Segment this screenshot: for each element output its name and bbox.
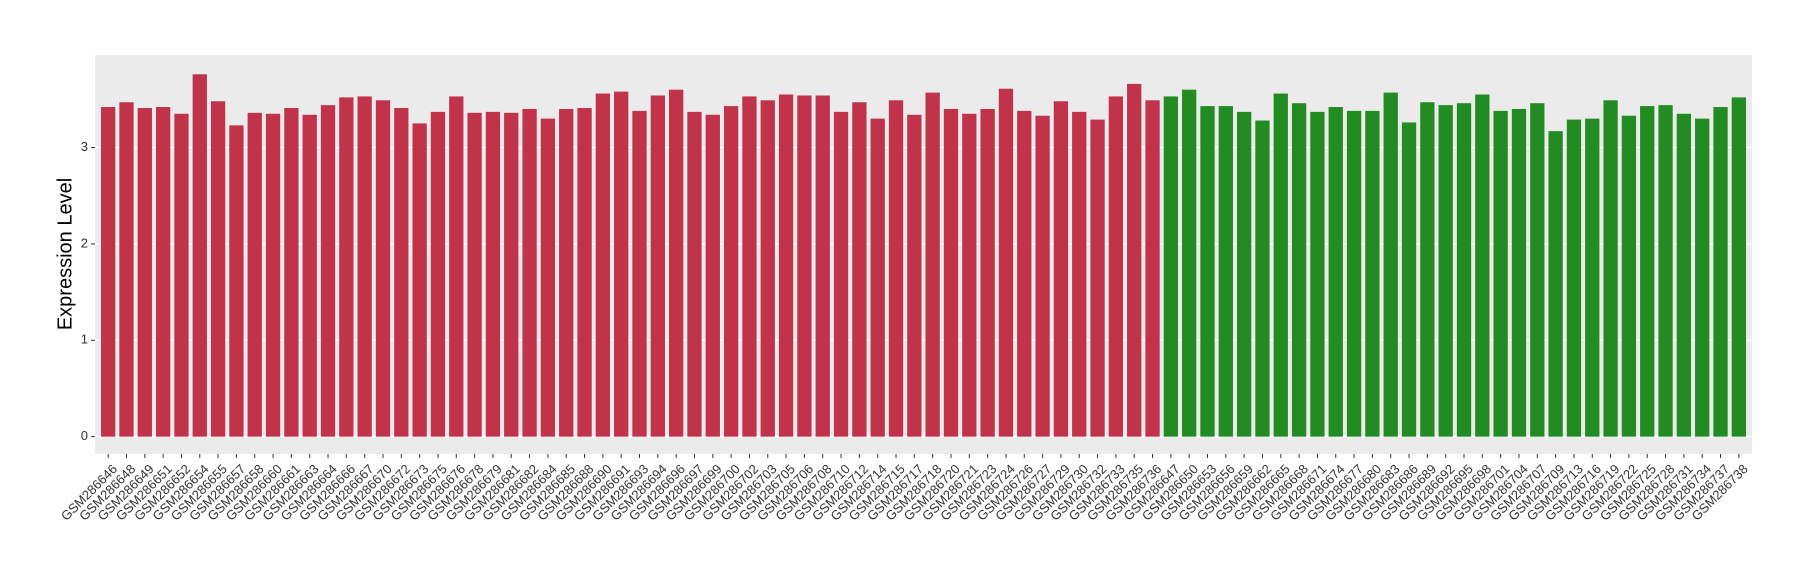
bar [101,107,116,437]
bar [485,111,501,437]
bar [1035,115,1050,437]
bar [1566,119,1582,437]
bar [1127,83,1142,437]
bar [742,96,757,437]
bar [778,94,794,437]
bar [705,114,720,437]
bar [1072,111,1087,437]
bar [687,111,702,437]
bar [449,96,464,437]
bar [1603,100,1618,437]
bar [980,108,995,437]
bar [1530,103,1545,437]
bar [247,112,262,437]
bar [229,125,244,437]
bar [1713,107,1728,437]
y-tick-label: 3 [81,139,88,154]
bar [1676,113,1692,437]
bar [925,92,940,437]
bar [284,108,299,437]
bar [320,105,336,437]
bar [1475,94,1490,437]
bar [632,110,647,437]
bar [1328,107,1343,437]
bar [1438,105,1453,437]
bar [1218,106,1233,437]
bar [614,91,629,437]
bar [577,108,592,437]
bar [339,97,354,437]
bar [1365,110,1380,437]
bar [595,93,611,437]
bar [962,113,977,437]
bar [412,123,427,437]
bar [1255,120,1270,437]
bar [1401,122,1417,437]
bar [650,95,665,437]
bar [302,114,317,437]
bar [467,112,482,437]
bar [797,95,812,437]
bar [669,89,684,437]
bar [394,108,409,437]
y-tick-label: 1 [81,332,88,347]
bar [155,107,171,437]
bar [1310,111,1325,437]
y-tick-label: 0 [81,428,88,443]
bar [1182,89,1197,437]
bar [943,108,959,437]
bar [870,118,885,437]
bar [1200,106,1215,437]
bar [1420,102,1435,437]
bar [357,96,372,437]
bar [1273,93,1288,437]
bar [192,74,207,437]
bar [1695,118,1710,437]
bar [137,108,152,437]
bar [1145,100,1160,437]
bar [1090,119,1105,437]
bar [1291,103,1307,437]
bar [998,88,1014,437]
bar [1658,105,1673,437]
bar [1383,92,1398,437]
bar [1548,131,1563,437]
bar [1108,96,1124,437]
bar [1493,110,1508,437]
bar [852,102,867,437]
bar [265,113,281,437]
bar [723,106,739,437]
bar [1346,110,1362,437]
bar [559,108,574,437]
bar [540,118,556,437]
bar [1053,101,1069,437]
y-tick-label: 2 [81,235,88,250]
bar [1456,103,1472,437]
bar [907,114,922,437]
y-axis-title: Expression Level [54,178,76,330]
bar [1511,108,1527,437]
bar [522,108,537,437]
bar [430,111,446,437]
bar [833,111,849,437]
bar [375,100,391,437]
bar [210,101,226,437]
bar [888,100,904,437]
bar [1585,118,1600,437]
bar [1731,97,1746,437]
bar [1640,106,1655,437]
bar [504,112,519,437]
bar [815,95,830,437]
bar [174,113,189,437]
bar [760,100,775,437]
bar [1621,115,1637,437]
bar [1017,110,1032,437]
bar [1236,111,1252,437]
bar [1163,96,1178,437]
bar [119,102,134,437]
